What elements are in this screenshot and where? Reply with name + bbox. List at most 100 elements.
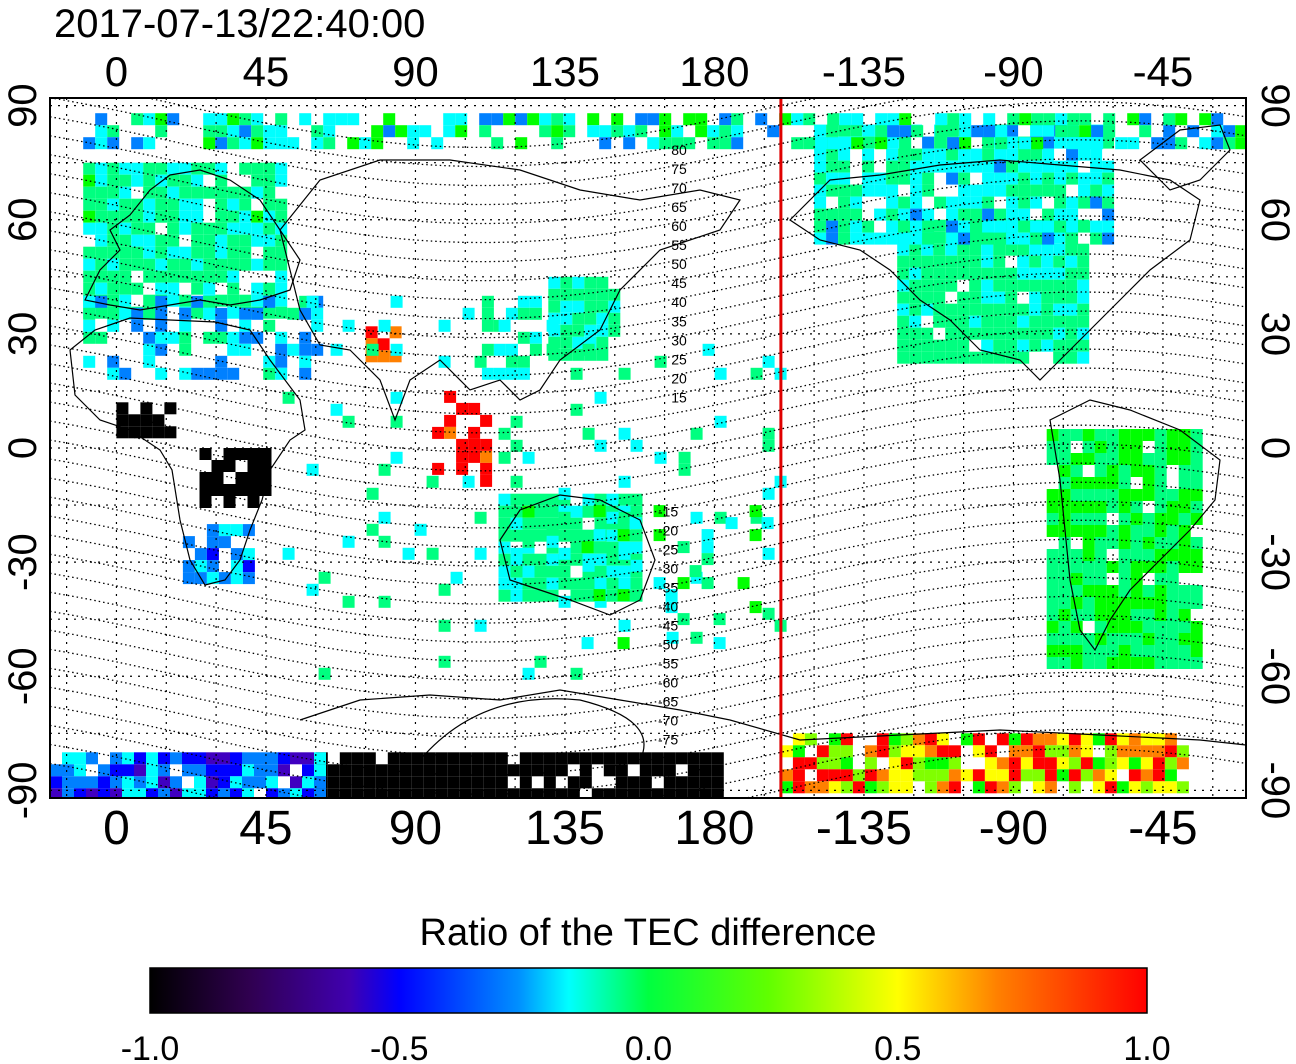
- tec-cell: [327, 788, 340, 798]
- tec-cell: [1046, 489, 1059, 501]
- tec-cell: [551, 113, 564, 126]
- tec-cell: [1017, 303, 1030, 316]
- tec-cell: [529, 307, 542, 320]
- tec-cell: [959, 137, 972, 150]
- tec-cell: [107, 174, 120, 187]
- tec-cell: [651, 752, 664, 765]
- tec-cell: [1130, 441, 1143, 453]
- tec-cell: [1128, 769, 1141, 782]
- tec-cell: [1259, 137, 1271, 149]
- tec-cell: [275, 306, 288, 319]
- tec-cell: [651, 788, 664, 798]
- tec-cell: [981, 255, 994, 268]
- tec-cell: [1070, 597, 1083, 609]
- tec-cell: [1042, 124, 1055, 137]
- tec-cell: [1102, 220, 1115, 233]
- tec-cell: [1058, 633, 1071, 645]
- tec-cell: [158, 764, 170, 777]
- tec-cell: [543, 776, 556, 789]
- tec-cell: [170, 788, 182, 798]
- tec-cell: [107, 282, 120, 295]
- tec-cell: [945, 243, 958, 256]
- tec-cell: [1178, 549, 1191, 561]
- tec-cell: [74, 788, 86, 798]
- tec-cell: [948, 757, 961, 770]
- tec-cell: [814, 196, 827, 209]
- tec-cell: [933, 279, 946, 292]
- tec-cell: [206, 548, 219, 561]
- tec-cell: [897, 339, 910, 352]
- tec-cell: [1082, 537, 1095, 549]
- tec-cell: [363, 776, 376, 789]
- tec-cell: [1199, 113, 1212, 126]
- tec-cell: [1106, 441, 1119, 453]
- tec-cell: [1127, 113, 1140, 126]
- tec-cell: [438, 619, 451, 632]
- tec-cell: [1070, 453, 1083, 465]
- tec-cell: [143, 331, 156, 344]
- tec-cell: [263, 222, 276, 235]
- tec-cell: [206, 776, 218, 789]
- tec-cell: [567, 788, 580, 798]
- tec-cell: [886, 136, 899, 149]
- tec-cell: [215, 258, 228, 271]
- tec-cell: [519, 764, 532, 777]
- right-lat-tick-label: -90: [1253, 761, 1296, 819]
- tec-cell: [593, 529, 606, 542]
- tec-cell: [1094, 525, 1107, 537]
- contour-label: -75: [658, 732, 678, 748]
- tec-cell: [119, 270, 132, 283]
- tec-cell: [311, 137, 324, 150]
- tec-cell: [909, 315, 922, 328]
- tec-cell: [522, 565, 535, 578]
- tec-cell: [290, 776, 302, 789]
- tec-cell: [803, 137, 816, 150]
- tec-cell: [936, 757, 949, 770]
- tec-cell: [1005, 243, 1018, 256]
- tec-cell: [199, 496, 212, 508]
- tec-cell: [910, 220, 923, 233]
- tec-cell: [946, 148, 959, 161]
- tec-cell: [495, 764, 508, 777]
- tec-cell: [227, 125, 240, 138]
- tec-cell: [675, 752, 688, 765]
- tec-cell: [1154, 537, 1167, 549]
- tec-cell: [483, 764, 496, 777]
- tec-cell: [1044, 769, 1057, 782]
- tec-cell: [1042, 184, 1055, 197]
- tec-cell: [432, 462, 445, 475]
- tec-cell: [203, 331, 216, 344]
- tec-cell: [247, 460, 260, 472]
- tec-cell: [1118, 477, 1131, 489]
- tec-cell: [1211, 113, 1224, 126]
- tec-cell: [1058, 501, 1071, 513]
- tec-cell: [155, 319, 168, 332]
- tec-cell: [95, 234, 108, 247]
- tec-cell: [982, 232, 995, 245]
- tec-cell: [957, 339, 970, 352]
- tec-cell: [378, 319, 391, 332]
- tec-cell: [663, 776, 676, 789]
- tec-cell: [1046, 561, 1059, 573]
- tec-cell: [981, 351, 994, 364]
- tec-cell: [456, 438, 469, 451]
- tec-cell: [1190, 477, 1203, 489]
- tec-cell: [155, 270, 168, 283]
- tec-cell: [1055, 125, 1068, 138]
- tec-cell: [714, 415, 727, 428]
- tec-cell: [378, 535, 391, 548]
- tec-cell: [407, 125, 420, 138]
- tec-cell: [898, 148, 911, 161]
- tec-cell: [851, 137, 864, 150]
- tec-cell: [287, 137, 300, 150]
- tec-cell: [119, 186, 132, 199]
- tec-cell: [266, 776, 278, 789]
- tec-cell: [689, 565, 702, 578]
- tec-cell: [1142, 513, 1155, 525]
- left-lat-tick-label: 30: [1, 312, 45, 357]
- bottom-lon-tick-label: 0: [103, 802, 130, 855]
- contour-label: 55: [671, 237, 687, 253]
- tec-cell: [143, 270, 156, 283]
- tec-cell: [946, 172, 959, 185]
- tec-cell: [1166, 561, 1179, 573]
